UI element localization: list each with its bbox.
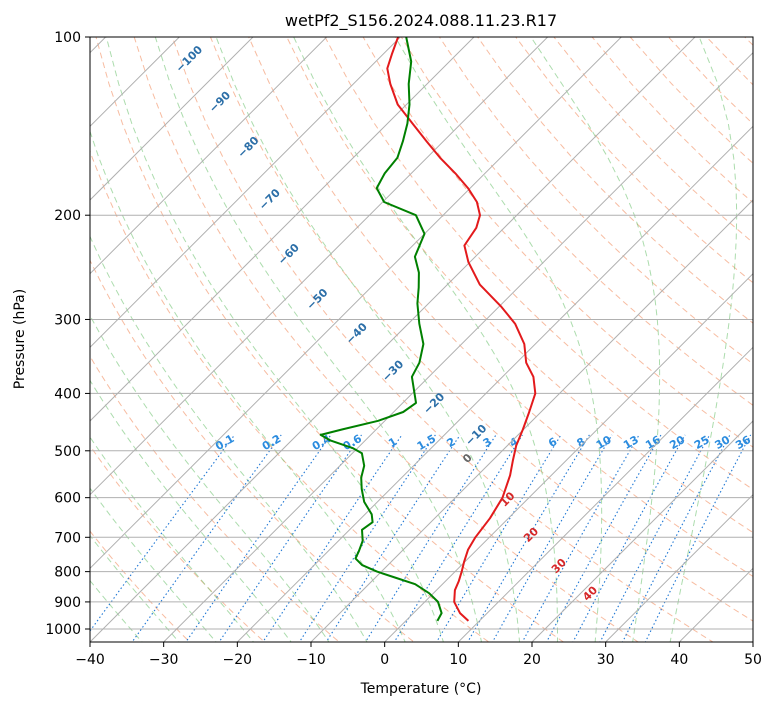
profile-lines [319, 37, 537, 622]
x-axis-ticks: −40 −30 −20 −10 0 10 20 30 40 50 [75, 642, 762, 668]
mixing-ratio-line-6 [435, 434, 562, 642]
x-tick-label: −20 [223, 652, 253, 668]
isotherm-line [90, 37, 475, 422]
mixing-ratio-line-20 [572, 434, 686, 642]
isotherm-line [90, 37, 254, 201]
mixing-ratio-line-3 [364, 434, 497, 642]
dry-adiabat [324, 37, 753, 491]
mixing-ratio-line-0.4 [185, 434, 332, 642]
y-tick-label: 700 [54, 530, 81, 546]
axes-frame [89, 36, 754, 643]
temperature-line [386, 37, 537, 622]
isotherm-line [90, 37, 402, 349]
y-tick-label: 800 [54, 565, 81, 581]
dry-adiabat [362, 37, 753, 448]
dry-adiabat [438, 37, 753, 365]
isotherm-line [604, 493, 753, 642]
x-tick-label: −40 [75, 652, 105, 668]
isotherm-line [90, 37, 623, 570]
x-tick-label: −10 [296, 652, 326, 668]
moist-adiabat [90, 579, 143, 642]
dewpoint-line [319, 37, 443, 622]
y-tick-label: 100 [54, 30, 81, 46]
moist-adiabat [669, 37, 738, 642]
isotherm-line [90, 37, 696, 642]
mixing-ratio-line-13 [521, 434, 640, 642]
y-axis-label: Pressure (hPa) [12, 289, 28, 389]
x-axis-label: Temperature (°C) [360, 681, 482, 697]
mixing-ratio-line-25 [599, 434, 711, 642]
y-tick-label: 900 [54, 595, 81, 611]
isotherm-line [531, 420, 753, 642]
y-tick-label: 200 [54, 208, 81, 224]
moist-adiabat [215, 37, 521, 642]
x-tick-label: 0 [380, 652, 389, 668]
isotherm-line [383, 272, 753, 642]
moist-adiabat [293, 37, 558, 642]
isotherm-line [162, 51, 753, 642]
y-axis-ticks: 100 200 300 400 500 600 700 800 900 1000 [45, 30, 90, 638]
isotherm-line [90, 37, 328, 275]
isobars [90, 37, 753, 630]
mixing-ratio-line-16 [545, 434, 662, 642]
y-tick-label: 600 [54, 491, 81, 507]
x-tick-label: 40 [670, 652, 688, 668]
mixing-ratio-line-10 [491, 434, 613, 642]
mixing-ratio-line-36 [644, 434, 752, 642]
isotherm-line [457, 346, 753, 642]
y-tick-label: 300 [54, 312, 81, 328]
dry-adiabat [400, 37, 753, 406]
x-tick-label: −30 [149, 652, 179, 668]
mixing-ratio-line-8 [467, 434, 590, 642]
x-tick-label: 30 [597, 652, 615, 668]
mixing-ratio-line-4 [393, 434, 523, 642]
y-tick-label: 400 [54, 386, 81, 402]
x-tick-label: 10 [449, 652, 467, 668]
mixing-ratio-line-0.2 [131, 434, 282, 642]
y-tick-label: 500 [54, 444, 81, 460]
moist-adiabat [90, 314, 330, 642]
isotherm-line [310, 199, 753, 642]
isotherm-line [236, 125, 753, 642]
mixing-ratio-line-30 [621, 434, 731, 642]
mixing-ratio-line-0.6 [218, 434, 362, 642]
isotherm-line [90, 37, 549, 496]
x-tick-label: 20 [523, 652, 541, 668]
x-tick-label: 50 [744, 652, 762, 668]
moist-adiabat [394, 37, 603, 642]
chart-title: wetPf2_S156.2024.088.11.23.R17 [285, 11, 557, 31]
moist-adiabat [530, 37, 661, 642]
skewed-isotherms [90, 37, 753, 642]
y-tick-label: 1000 [45, 622, 81, 638]
plot-area: 0.1 0.2 0.4 0.6 1 1.5 2 3 4 6 8 10 13 16 20 25 30 36 −100… [90, 37, 753, 642]
isotherm-line [90, 37, 181, 128]
